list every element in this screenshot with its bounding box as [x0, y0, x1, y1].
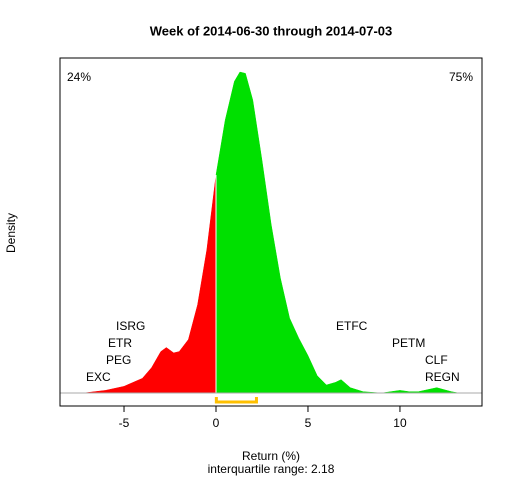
ticker-label: ISRG: [116, 319, 145, 333]
x-tick-label: 5: [305, 416, 312, 430]
ticker-label: PETM: [392, 336, 425, 350]
ticker-label: ETR: [108, 336, 132, 350]
positive-share: 75%: [449, 70, 473, 84]
ticker-label: PEG: [106, 353, 131, 367]
x-tick-label: 10: [393, 416, 407, 430]
chart-title: Week of 2014-06-30 through 2014-07-03: [150, 23, 393, 38]
x-axis-label: Return (%): [242, 449, 300, 463]
positive-area: [215, 71, 459, 394]
iqr-bracket: [214, 397, 258, 404]
x-tick-label: 0: [213, 416, 220, 430]
ticker-label: CLF: [425, 353, 448, 367]
negative-area: [83, 174, 217, 394]
subtitle: interquartile range: 2.18: [208, 462, 335, 476]
ticker-label: REGN: [425, 370, 460, 384]
x-tick-label: -5: [119, 416, 130, 430]
ticker-label: ETFC: [336, 319, 368, 333]
plot-frame: [59, 57, 483, 407]
y-axis-label: Density: [4, 213, 18, 253]
ticker-label: EXC: [86, 370, 111, 384]
negative-share: 24%: [67, 70, 91, 84]
